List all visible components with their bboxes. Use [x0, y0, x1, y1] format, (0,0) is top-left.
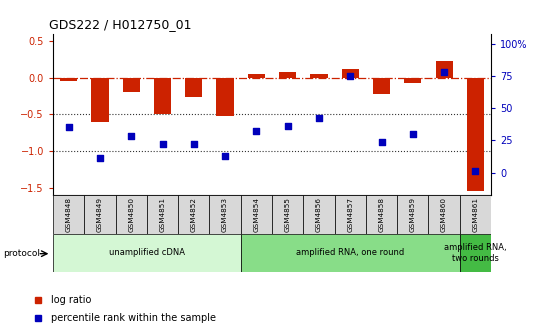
Point [315, 116, 324, 121]
Bar [435, 61, 453, 78]
Text: GSM4857: GSM4857 [347, 197, 353, 232]
Bar [123, 78, 140, 92]
Text: GSM4851: GSM4851 [160, 197, 166, 232]
Bar [53, 234, 240, 272]
Bar [60, 78, 77, 81]
Bar [460, 195, 491, 234]
Bar [429, 195, 460, 234]
Point [283, 124, 292, 129]
Point [158, 141, 167, 147]
Text: log ratio: log ratio [51, 295, 91, 305]
Bar [116, 195, 147, 234]
Bar [92, 78, 109, 122]
Bar [366, 195, 397, 234]
Bar [217, 78, 234, 117]
Point [189, 141, 198, 147]
Bar [279, 73, 296, 78]
Text: GSM4860: GSM4860 [441, 197, 447, 232]
Bar [310, 74, 328, 78]
Text: GSM4848: GSM4848 [66, 197, 71, 232]
Text: GSM4853: GSM4853 [222, 197, 228, 232]
Text: GSM4849: GSM4849 [97, 197, 103, 232]
Text: GSM4855: GSM4855 [285, 197, 291, 232]
Point [440, 70, 449, 75]
Text: unamplified cDNA: unamplified cDNA [109, 248, 185, 257]
Text: GSM4861: GSM4861 [473, 197, 478, 232]
Bar [373, 78, 390, 94]
Text: amplified RNA,
two rounds: amplified RNA, two rounds [444, 243, 507, 262]
Bar [341, 69, 359, 78]
Point [220, 153, 229, 159]
Point [64, 125, 73, 130]
Bar [240, 234, 460, 272]
Bar [304, 195, 335, 234]
Bar [84, 195, 116, 234]
Bar [154, 78, 171, 114]
Bar [460, 234, 491, 272]
Point [252, 129, 261, 134]
Text: GSM4858: GSM4858 [378, 197, 384, 232]
Text: GDS222 / H012750_01: GDS222 / H012750_01 [49, 18, 191, 31]
Bar [248, 74, 265, 78]
Text: protocol: protocol [3, 249, 40, 258]
Point [377, 139, 386, 144]
Text: GSM4854: GSM4854 [253, 197, 259, 232]
Text: GSM4850: GSM4850 [128, 197, 134, 232]
Bar [147, 195, 178, 234]
Bar [240, 195, 272, 234]
Bar [467, 78, 484, 191]
Bar [272, 195, 304, 234]
Bar [209, 195, 240, 234]
Bar [397, 195, 429, 234]
Point [127, 134, 136, 139]
Text: percentile rank within the sample: percentile rank within the sample [51, 313, 215, 323]
Bar [404, 78, 421, 83]
Text: GSM4856: GSM4856 [316, 197, 322, 232]
Bar [335, 195, 366, 234]
Point [408, 131, 417, 137]
Bar [53, 195, 84, 234]
Bar [178, 195, 209, 234]
Point [95, 156, 104, 161]
Text: GSM4859: GSM4859 [410, 197, 416, 232]
Point [346, 73, 355, 79]
Bar [185, 78, 203, 97]
Point [471, 169, 480, 174]
Text: GSM4852: GSM4852 [191, 197, 197, 232]
Text: amplified RNA, one round: amplified RNA, one round [296, 248, 405, 257]
